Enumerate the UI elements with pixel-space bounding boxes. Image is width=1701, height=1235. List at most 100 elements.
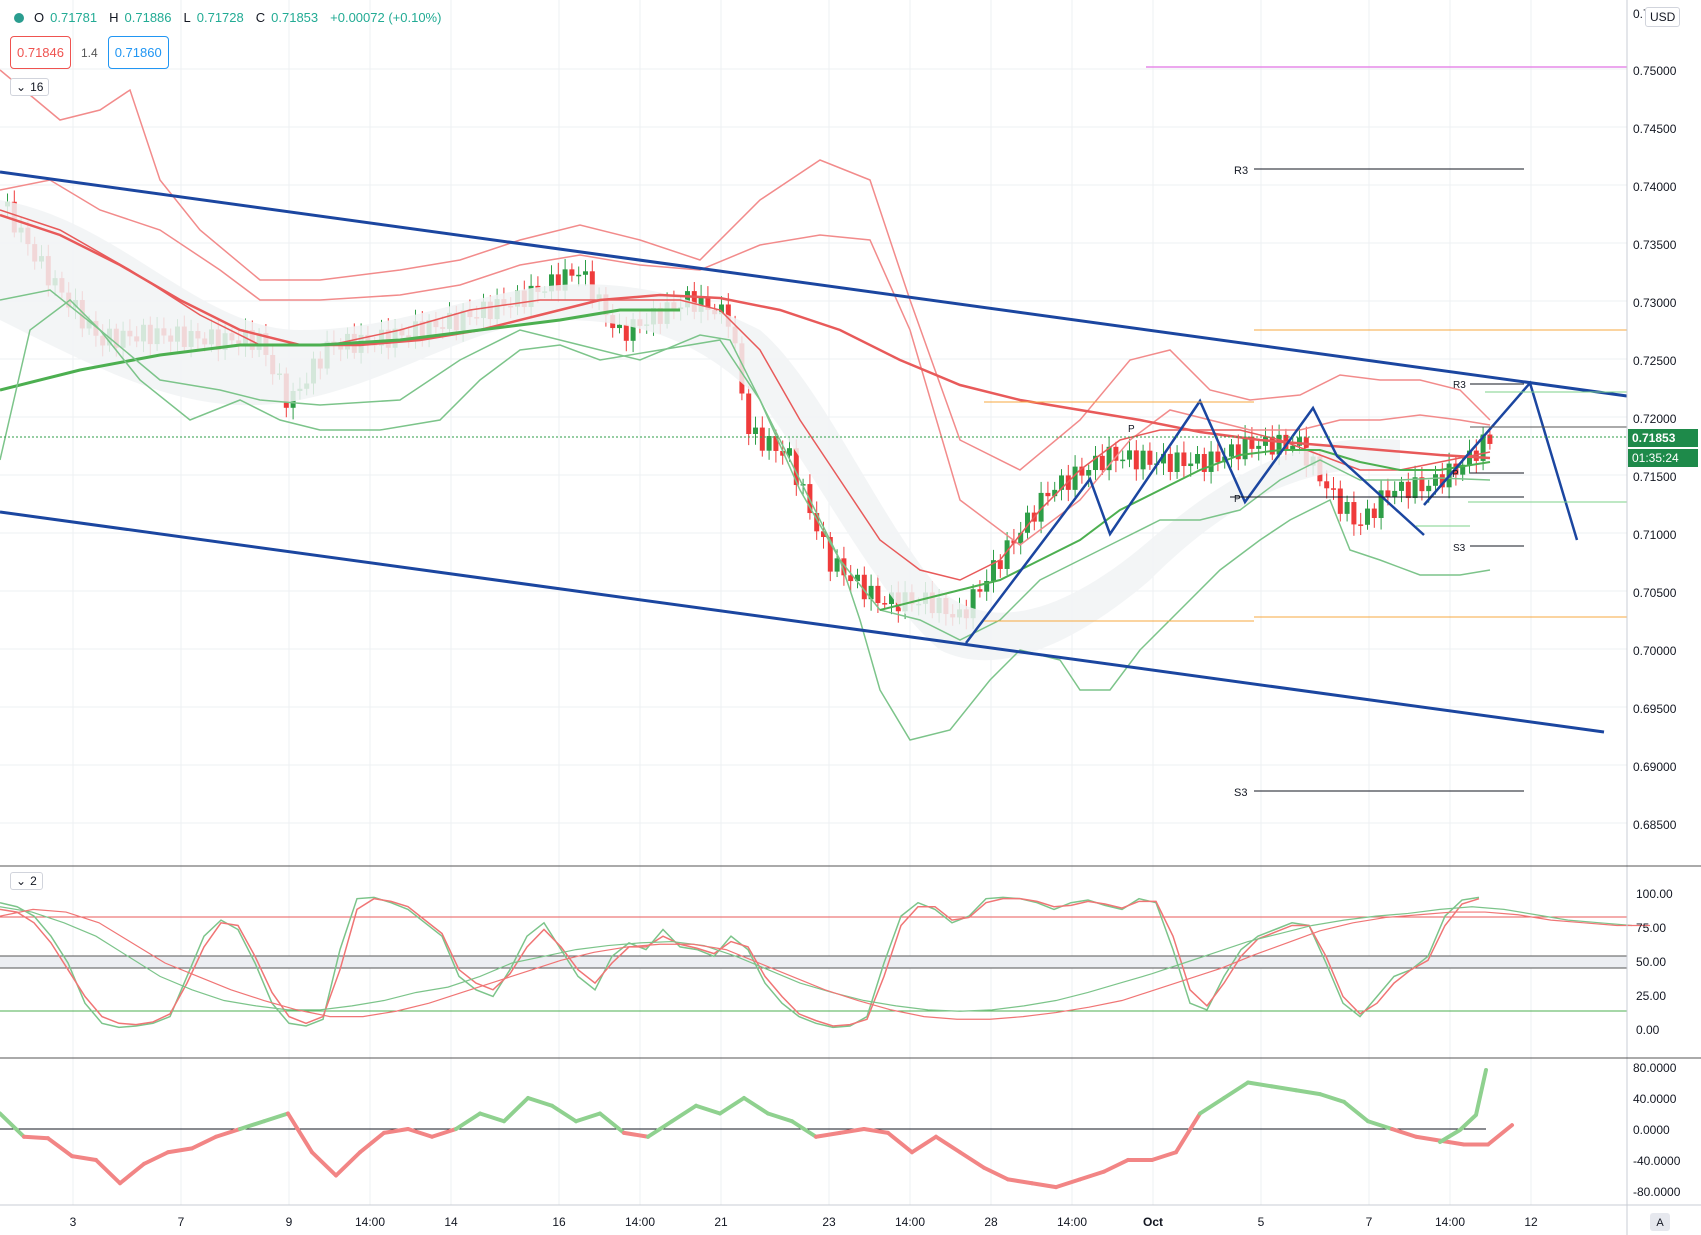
price-label: 0.71000 <box>1633 528 1677 542</box>
price-label: 0.73000 <box>1633 296 1677 310</box>
sell-button[interactable]: 0.71846 <box>10 36 71 69</box>
time-label: 14 <box>444 1215 458 1229</box>
pivot-p-left: P <box>1128 424 1135 435</box>
time-label: 3 <box>70 1215 77 1229</box>
momentum-segment <box>1486 1123 1514 1147</box>
chevron-down-icon: ⌄ <box>16 80 27 94</box>
candle-up <box>1378 490 1384 519</box>
spread-value: 1.4 <box>81 45 98 60</box>
candle-down <box>1201 454 1207 472</box>
momentum-segment <box>382 1127 410 1135</box>
momentum-segment <box>790 1119 818 1139</box>
candle-up <box>1052 489 1058 497</box>
candle-up <box>1392 490 1398 498</box>
momentum-segment <box>934 1134 962 1155</box>
candle-down <box>705 296 711 310</box>
candle-up <box>984 580 990 592</box>
candle-up <box>1460 464 1466 475</box>
price-label: 0.72000 <box>1633 412 1677 426</box>
osc-collapse-button[interactable]: ⌄ 2 <box>10 872 43 890</box>
time-label: 28 <box>984 1215 998 1229</box>
pivot-p-small: P <box>1234 494 1241 505</box>
candle-down <box>773 436 779 451</box>
candle-down <box>1147 450 1153 465</box>
candle-up <box>970 589 976 619</box>
stoch-d-fast <box>0 897 1480 1027</box>
momentum-segment <box>862 1127 890 1135</box>
time-label: 14:00 <box>625 1215 655 1229</box>
momentum-segment <box>982 1165 1010 1182</box>
osc-axis: 100.00 75.00 50.00 25.00 0.00 <box>1636 887 1673 1037</box>
osc-band-fill <box>0 956 1627 968</box>
momentum-segment <box>502 1096 530 1124</box>
candle-up <box>766 436 772 451</box>
time-label: 14:00 <box>1435 1215 1465 1229</box>
overlays <box>0 66 1628 792</box>
candle-down <box>623 324 629 341</box>
candle-down <box>1181 452 1187 467</box>
price-label: 0.74500 <box>1633 122 1677 136</box>
candle-down <box>780 450 786 456</box>
candle-down <box>1385 490 1391 498</box>
candle-up <box>1127 450 1132 460</box>
momentum-segment <box>742 1096 770 1116</box>
candle-down <box>569 269 575 276</box>
momentum-segment <box>886 1130 914 1155</box>
candle-up <box>576 274 582 277</box>
candle-up <box>1297 437 1302 446</box>
price-label: 0.74000 <box>1633 180 1677 194</box>
currency-button[interactable]: USD <box>1645 7 1681 27</box>
momentum-segment <box>406 1127 434 1139</box>
time-label: 9 <box>286 1215 293 1229</box>
momentum-segment <box>1342 1099 1370 1124</box>
pivot-s3-left: S3 <box>1234 787 1247 799</box>
stoch-slow-green <box>0 906 1633 1012</box>
momentum-segment <box>574 1111 602 1124</box>
candle-up <box>1229 444 1234 457</box>
candle-down <box>793 448 799 486</box>
channel-lower-line <box>0 510 1605 734</box>
price-label: 0.72500 <box>1633 354 1677 368</box>
pivot-r3-left: R3 <box>1234 165 1248 177</box>
time-label: 21 <box>714 1215 728 1229</box>
price-label: 0.68500 <box>1633 818 1677 832</box>
candle-up <box>1208 451 1214 472</box>
candle-up <box>1290 445 1296 449</box>
indicators-collapse-button[interactable]: ⌄ 16 <box>10 78 50 96</box>
momentum-segment <box>214 1127 242 1139</box>
candle-up <box>1161 453 1166 464</box>
price-axis[interactable]: 0.7 0.75000 0.74500 0.74000 0.73500 0.73… <box>1633 7 1677 832</box>
pivot-r3-right: R3 <box>1453 380 1466 391</box>
macd-label: 40.0000 <box>1633 1092 1677 1106</box>
momentum-segment <box>118 1161 146 1186</box>
candle-down <box>997 560 1003 569</box>
zigzag-pattern <box>965 398 1425 644</box>
auto-scale-button[interactable] <box>1650 1213 1670 1231</box>
candle-down <box>1419 477 1425 492</box>
candle-up <box>1025 512 1030 533</box>
candle-up <box>1140 450 1146 470</box>
price-label: 0.73500 <box>1633 238 1677 252</box>
momentum-segment <box>1054 1177 1082 1190</box>
candle-down <box>555 274 561 291</box>
grid-lines <box>0 0 1627 1205</box>
moving-average-green <box>0 308 680 392</box>
buy-button[interactable]: 0.71860 <box>107 36 169 69</box>
candle-down <box>861 574 867 600</box>
close-value: 0.71853 <box>271 10 319 25</box>
auto-scale-label: A <box>1656 1217 1664 1229</box>
candle-up <box>562 269 568 291</box>
momentum-segment <box>70 1154 98 1162</box>
momentum-segment <box>286 1111 314 1155</box>
time-axis[interactable]: 3 7 9 14:00 14 16 14:00 21 23 14:00 28 1… <box>70 1213 1670 1231</box>
candle-up <box>617 324 622 329</box>
momentum-segment <box>238 1119 266 1131</box>
open-value: 0.71781 <box>50 10 98 25</box>
stoch-slow-red <box>0 908 1650 1020</box>
candle-up <box>855 574 860 582</box>
candle-up <box>1086 470 1092 476</box>
momentum-segment <box>190 1134 218 1151</box>
momentum-segment <box>1102 1158 1130 1174</box>
momentum-latest <box>1438 1068 1488 1144</box>
